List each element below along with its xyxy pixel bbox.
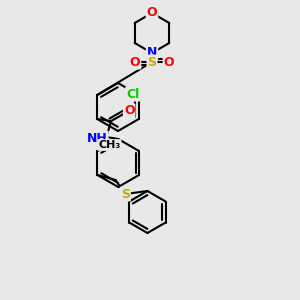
Text: O: O — [164, 56, 174, 68]
Text: S: S — [148, 56, 157, 68]
Text: CH₃: CH₃ — [98, 140, 121, 150]
Text: O: O — [124, 104, 134, 118]
Text: NH: NH — [87, 131, 108, 145]
Text: O: O — [147, 7, 157, 20]
Text: Cl: Cl — [126, 88, 140, 100]
Text: O: O — [130, 56, 140, 68]
Text: S: S — [121, 188, 130, 200]
Text: N: N — [147, 46, 157, 59]
